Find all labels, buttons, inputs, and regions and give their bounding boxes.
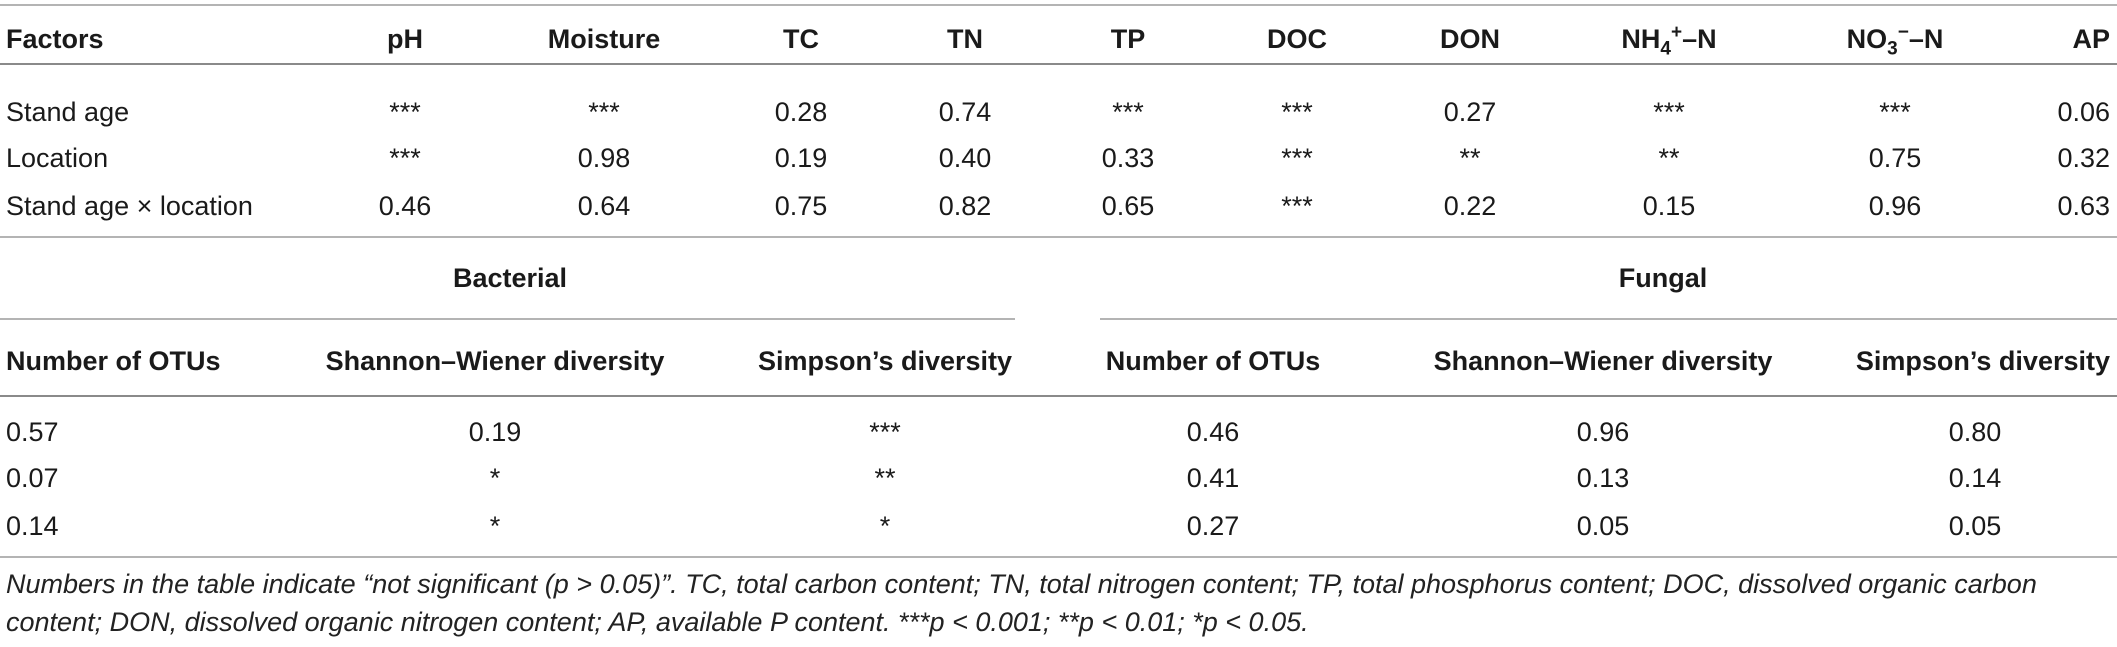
cell-no3: 0.75	[1868, 143, 1922, 173]
group-fungal: Fungal	[1618, 263, 1708, 293]
cell-b-otus: 0.14	[6, 511, 59, 541]
cell-tc: 0.19	[774, 143, 828, 173]
cell-tn: 0.82	[938, 191, 992, 221]
header-ph: pH	[387, 24, 423, 54]
cell-ap: 0.63	[2057, 191, 2110, 221]
cell-moisture: 0.64	[577, 191, 631, 221]
cell-f-otus: 0.41	[1186, 463, 1240, 493]
top-rule	[0, 4, 2117, 6]
cell-nh4: 0.15	[1642, 191, 1696, 221]
nh4-tail: –N	[1682, 24, 1717, 54]
cell-moisture: ***	[588, 97, 620, 127]
header-ap: AP	[2072, 24, 2110, 54]
cell-f-simpson: 0.05	[1948, 511, 2002, 541]
cell-don: 0.22	[1443, 191, 1497, 221]
cell-nh4: **	[1658, 143, 1680, 173]
cell-f-otus: 0.27	[1186, 511, 1240, 541]
cell-f-shannon: 0.13	[1576, 463, 1630, 493]
cell-nh4: ***	[1653, 97, 1685, 127]
cell-f-shannon: 0.96	[1576, 417, 1630, 447]
fungal-span-rule	[1100, 318, 2117, 320]
cell-b-shannon: *	[489, 463, 501, 493]
cell-ph: 0.46	[378, 191, 432, 221]
cell-moisture: 0.98	[577, 143, 631, 173]
cell-tc: 0.28	[774, 97, 828, 127]
bottom-header-rule	[0, 395, 2117, 397]
nh4-sub: 4	[1660, 38, 1671, 60]
cell-no3: ***	[1879, 97, 1911, 127]
header-doc: DOC	[1267, 24, 1327, 54]
cell-b-simpson: *	[879, 511, 891, 541]
header-tc: TC	[783, 24, 819, 54]
header-tp: TP	[1110, 24, 1146, 54]
row-factor: Location	[6, 143, 109, 173]
no3-sup: −	[1897, 22, 1909, 43]
cell-doc: ***	[1281, 191, 1313, 221]
group-bacterial: Bacterial	[452, 263, 568, 293]
cell-tp: 0.65	[1101, 191, 1155, 221]
header-tn: TN	[947, 24, 983, 54]
cell-ph: ***	[389, 97, 421, 127]
header-f-otus: Number of OTUs	[1105, 346, 1321, 376]
cell-don: **	[1459, 143, 1481, 173]
cell-tc: 0.75	[774, 191, 828, 221]
no3-tail: –N	[1908, 24, 1944, 54]
cell-f-simpson: 0.80	[1948, 417, 2002, 447]
cell-ap: 0.32	[2057, 143, 2110, 173]
cell-f-otus: 0.46	[1186, 417, 1240, 447]
cell-doc: ***	[1281, 143, 1313, 173]
cell-doc: ***	[1281, 97, 1313, 127]
bottom-rule	[0, 556, 2117, 558]
header-rule	[0, 63, 2117, 65]
cell-b-simpson: **	[874, 463, 896, 493]
cell-ph: ***	[389, 143, 421, 173]
header-b-simpson: Simpson’s diversity	[757, 346, 1013, 376]
section-rule	[0, 236, 2117, 238]
header-b-shannon: Shannon–Wiener diversity	[325, 346, 665, 376]
row-factor: Stand age	[6, 97, 130, 127]
cell-tn: 0.74	[938, 97, 992, 127]
no3-base: NO	[1846, 24, 1888, 54]
header-factors: Factors	[6, 24, 104, 54]
cell-b-simpson: ***	[869, 417, 901, 447]
header-f-shannon: Shannon–Wiener diversity	[1433, 346, 1773, 376]
cell-no3: 0.96	[1868, 191, 1922, 221]
cell-f-simpson: 0.14	[1948, 463, 2002, 493]
cell-f-shannon: 0.05	[1576, 511, 1630, 541]
header-moisture: Moisture	[547, 24, 661, 54]
bacterial-span-rule	[0, 318, 1015, 320]
header-b-otus: Number of OTUs	[6, 346, 221, 376]
nh4-base: NH	[1621, 24, 1661, 54]
nh4-sup: +	[1670, 22, 1683, 43]
cell-b-otus: 0.57	[6, 417, 59, 447]
cell-tn: 0.40	[938, 143, 992, 173]
table-footnote: Numbers in the table indicate “not signi…	[6, 569, 2037, 637]
cell-tp: 0.33	[1101, 143, 1155, 173]
cell-b-otus: 0.07	[6, 463, 59, 493]
cell-tp: ***	[1112, 97, 1144, 127]
header-no3: NO3−–N	[1846, 23, 1944, 58]
row-factor: Stand age × location	[6, 191, 253, 221]
cell-ap: 0.06	[2057, 97, 2110, 127]
cell-b-shannon: *	[489, 511, 501, 541]
cell-b-shannon: 0.19	[468, 417, 522, 447]
header-don: DON	[1440, 24, 1500, 54]
cell-don: 0.27	[1443, 97, 1497, 127]
header-f-simpson: Simpson’s diversity	[1855, 346, 2110, 376]
header-nh4: NH4+–N	[1621, 23, 1717, 58]
no3-sub: 3	[1887, 38, 1898, 60]
